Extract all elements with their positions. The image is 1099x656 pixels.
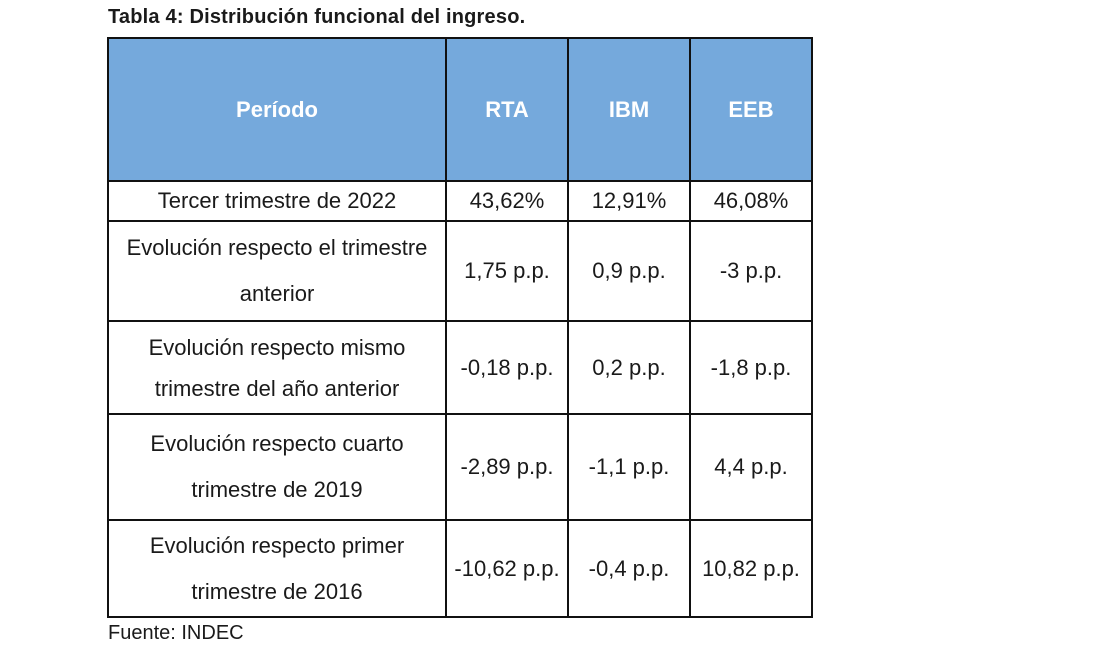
income-distribution-table: Período RTA IBM EEB Tercer trimestre de …	[107, 37, 813, 618]
eeb-cell: 46,08%	[689, 180, 813, 222]
rta-cell: 1,75 p.p.	[445, 220, 569, 322]
period-cell: Tercer trimestre de 2022	[107, 180, 447, 222]
ibm-cell: 0,9 p.p.	[567, 220, 691, 322]
rta-cell: -2,89 p.p.	[445, 413, 569, 521]
table-title: Tabla 4: Distribución funcional del ingr…	[108, 6, 526, 28]
header-row: Período RTA IBM EEB	[107, 37, 813, 182]
eeb-cell: -1,8 p.p.	[689, 320, 813, 415]
header-rta: RTA	[445, 37, 569, 182]
eeb-cell: 4,4 p.p.	[689, 413, 813, 521]
ibm-cell: 0,2 p.p.	[567, 320, 691, 415]
ibm-cell: -0,4 p.p.	[567, 519, 691, 618]
table-row: Evolución respecto el trimestre anterior…	[107, 220, 813, 322]
header-eeb: EEB	[689, 37, 813, 182]
table-row: Tercer trimestre de 2022 43,62% 12,91% 4…	[107, 180, 813, 222]
period-cell: Evolución respecto el trimestre anterior	[107, 220, 447, 322]
period-cell: Evolución respecto mismo trimestre del a…	[107, 320, 447, 415]
eeb-cell: -3 p.p.	[689, 220, 813, 322]
rta-cell: -10,62 p.p.	[445, 519, 569, 618]
header-ibm: IBM	[567, 37, 691, 182]
table-row: Evolución respecto primer trimestre de 2…	[107, 519, 813, 618]
rta-cell: -0,18 p.p.	[445, 320, 569, 415]
rta-cell: 43,62%	[445, 180, 569, 222]
ibm-cell: -1,1 p.p.	[567, 413, 691, 521]
period-cell: Evolución respecto primer trimestre de 2…	[107, 519, 447, 618]
ibm-cell: 12,91%	[567, 180, 691, 222]
source-note: Fuente: INDEC	[108, 622, 244, 644]
table-row: Evolución respecto cuarto trimestre de 2…	[107, 413, 813, 521]
period-cell: Evolución respecto cuarto trimestre de 2…	[107, 413, 447, 521]
eeb-cell: 10,82 p.p.	[689, 519, 813, 618]
header-period: Período	[107, 37, 447, 182]
table-row: Evolución respecto mismo trimestre del a…	[107, 320, 813, 415]
